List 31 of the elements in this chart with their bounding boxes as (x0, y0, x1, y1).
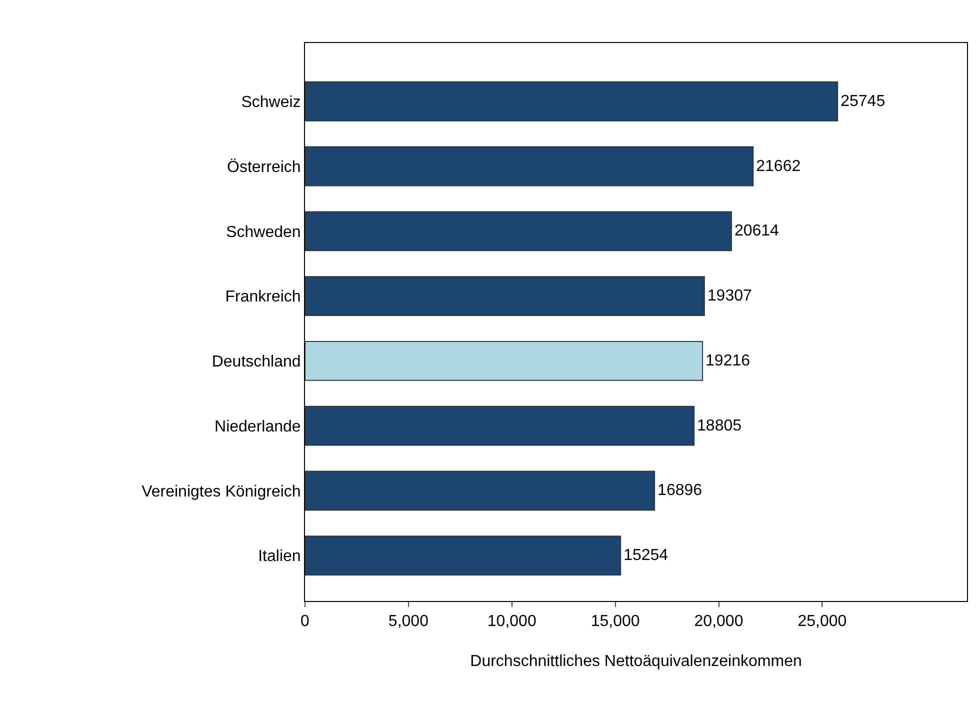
x-tick-label: 10,000 (487, 613, 536, 630)
y-tick-label: Frankreich (225, 288, 301, 306)
data-label: 16896 (658, 482, 702, 500)
y-tick-label: Schweiz (241, 94, 301, 111)
data-label: 19216 (706, 352, 750, 370)
data-label: 18805 (697, 417, 742, 434)
data-label: 19307 (707, 288, 752, 305)
y-tick-label: Italien (258, 548, 301, 566)
data-label: 21662 (756, 158, 801, 175)
bar (305, 536, 622, 576)
x-tick-label: 15,000 (590, 613, 640, 630)
x-tick-label: 20,000 (694, 613, 744, 630)
y-tick-label: Österreich (227, 158, 301, 176)
bar (305, 406, 695, 446)
bar (305, 470, 656, 511)
bar (305, 276, 705, 316)
bar (305, 81, 838, 122)
data-label: 15254 (624, 547, 668, 564)
y-tick-label: Niederlande (214, 418, 301, 436)
bar (305, 211, 732, 252)
x-tick-label: 25,000 (798, 613, 847, 630)
y-tick-label: Vereinigtes Königreich (142, 483, 301, 500)
y-tick-label: Deutschland (212, 354, 301, 371)
data-label: 25745 (840, 92, 886, 110)
y-tick-label: Schweden (226, 224, 301, 241)
x-axis-title: Durchschnittliches Nettoäquivalenzeinkommen (470, 652, 802, 670)
data-label: 20614 (734, 222, 780, 240)
bar (305, 340, 704, 381)
x-tick-label: 0 (300, 613, 310, 630)
x-tick-label: 5,000 (388, 613, 429, 630)
bar (305, 146, 754, 186)
